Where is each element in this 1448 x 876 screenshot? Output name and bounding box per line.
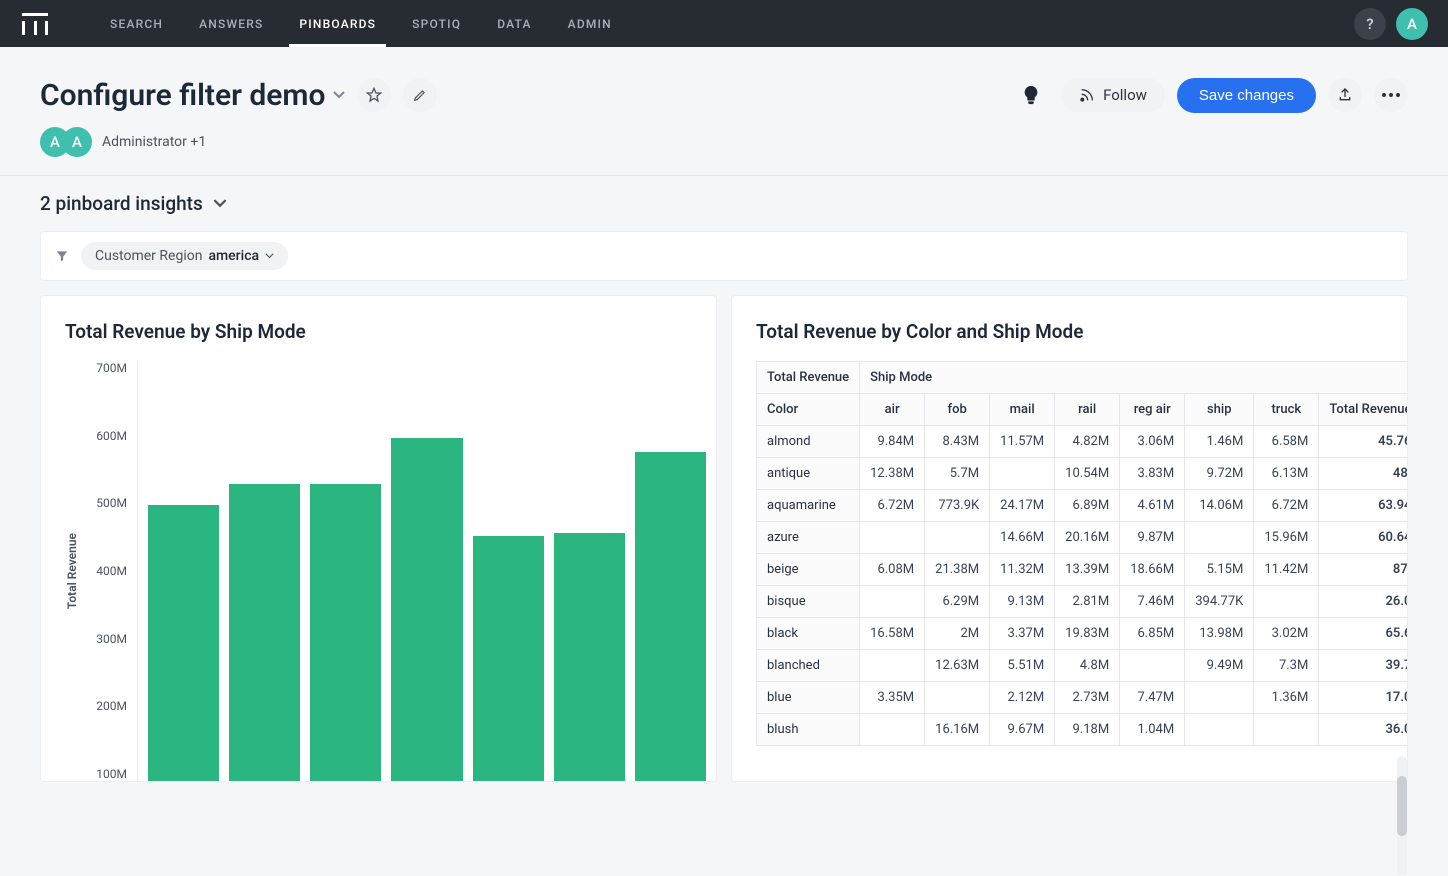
table-row[interactable]: beige6.08M21.38M11.32M13.39M18.66M5.15M1…	[757, 554, 1408, 586]
topbar: SEARCHANSWERSPINBOARDSSPOTIQDATAADMIN ? …	[0, 0, 1448, 47]
filter-chip-customer-region[interactable]: Customer Region america	[81, 242, 288, 270]
y-tick: 700M	[96, 361, 127, 375]
nav-item-spotiq[interactable]: SPOTIQ	[412, 0, 461, 47]
y-tick: 100M	[96, 767, 127, 781]
rss-icon	[1079, 87, 1095, 103]
bar[interactable]	[473, 361, 544, 781]
main-nav: SEARCH ANSWERS PINBOARDS SPOTIQ DATA ADMIN	[110, 0, 612, 47]
y-tick: 600M	[96, 429, 127, 443]
table-row[interactable]: blanched12.63M5.51M4.8M9.49M7.3M39.7	[757, 650, 1408, 682]
app-logo[interactable]	[20, 9, 50, 39]
bar[interactable]	[391, 361, 462, 781]
chart-card: Total Revenue by Ship Mode Total Revenue…	[40, 295, 717, 782]
chart-title: Total Revenue by Ship Mode	[41, 320, 716, 361]
nav-item-data[interactable]: DATA	[497, 0, 531, 47]
bar[interactable]	[635, 361, 706, 781]
bar-chart: Total Revenue 700M 600M 500M 400M 300M 200M 10…	[41, 361, 716, 781]
insights-label: 2 pinboard insights	[40, 192, 203, 215]
page-header: Configure filter demo Follow Save change…	[0, 47, 1448, 175]
share-button[interactable]	[1328, 78, 1362, 112]
table-row[interactable]: aquamarine6.72M773.9K24.17M6.89M4.61M14.…	[757, 490, 1408, 522]
chevron-down-icon	[333, 91, 345, 99]
insight-bulb-button[interactable]	[1013, 77, 1049, 113]
filter-label: Customer Region	[95, 248, 202, 264]
table-row[interactable]: antique12.38M5.7M10.54M3.83M9.72M6.13M48…	[757, 458, 1408, 490]
pivot-table: Total RevenueShip ModeColorairfobmailrai…	[756, 361, 1407, 746]
more-button[interactable]	[1374, 78, 1408, 112]
contributor-text: Administrator +1	[102, 134, 206, 150]
bar[interactable]	[148, 361, 219, 781]
chevron-down-icon	[213, 199, 227, 208]
y-tick: 300M	[96, 632, 127, 646]
y-tick: 400M	[96, 564, 127, 578]
table-row[interactable]: almond9.84M8.43M11.57M4.82M3.06M1.46M6.5…	[757, 426, 1408, 458]
y-tick: 500M	[96, 496, 127, 510]
contributor-avatars[interactable]: A A	[40, 127, 92, 157]
follow-label: Follow	[1103, 86, 1147, 104]
edit-button[interactable]	[403, 78, 437, 112]
table-row[interactable]: blue3.35M2.12M2.73M7.47M1.36M17.0	[757, 682, 1408, 714]
filter-icon[interactable]	[55, 249, 69, 263]
nav-item-search[interactable]: SEARCH	[110, 0, 163, 47]
bar[interactable]	[229, 361, 300, 781]
insights-toggle[interactable]: 2 pinboard insights	[0, 176, 1448, 231]
filter-value: america	[208, 248, 259, 264]
table-row[interactable]: azure14.66M20.16M9.87M15.96M60.64	[757, 522, 1408, 554]
save-button[interactable]: Save changes	[1177, 78, 1316, 113]
y-axis: 700M 600M 500M 400M 300M 200M 100M	[85, 361, 137, 781]
nav-item-admin[interactable]: ADMIN	[568, 0, 612, 47]
page-title[interactable]: Configure filter demo	[40, 78, 345, 113]
y-tick: 200M	[96, 699, 127, 713]
avatar: A	[62, 127, 92, 157]
page-title-text: Configure filter demo	[40, 78, 325, 113]
filter-bar: Customer Region america	[40, 231, 1408, 281]
nav-item-pinboards[interactable]: PINBOARDS	[299, 0, 376, 47]
scrollbar[interactable]	[1397, 756, 1407, 876]
bar[interactable]	[310, 361, 381, 781]
help-button[interactable]: ?	[1354, 8, 1386, 40]
table-title: Total Revenue by Color and Ship Mode	[732, 320, 1407, 361]
table-row[interactable]: blush16.16M9.67M9.18M1.04M36.0	[757, 714, 1408, 746]
follow-button[interactable]: Follow	[1061, 78, 1165, 112]
y-axis-label: Total Revenue	[65, 533, 79, 609]
nav-item-answers[interactable]: ANSWERS	[199, 0, 263, 47]
table-card: Total Revenue by Color and Ship Mode Tot…	[731, 295, 1408, 782]
user-avatar[interactable]: A	[1396, 8, 1428, 40]
bar[interactable]	[554, 361, 625, 781]
favorite-button[interactable]	[357, 78, 391, 112]
table-row[interactable]: bisque6.29M9.13M2.81M7.46M394.77K26.0	[757, 586, 1408, 618]
table-row[interactable]: black16.58M2M3.37M19.83M6.85M13.98M3.02M…	[757, 618, 1408, 650]
chevron-down-icon	[265, 253, 274, 259]
chart-plot	[137, 361, 716, 781]
